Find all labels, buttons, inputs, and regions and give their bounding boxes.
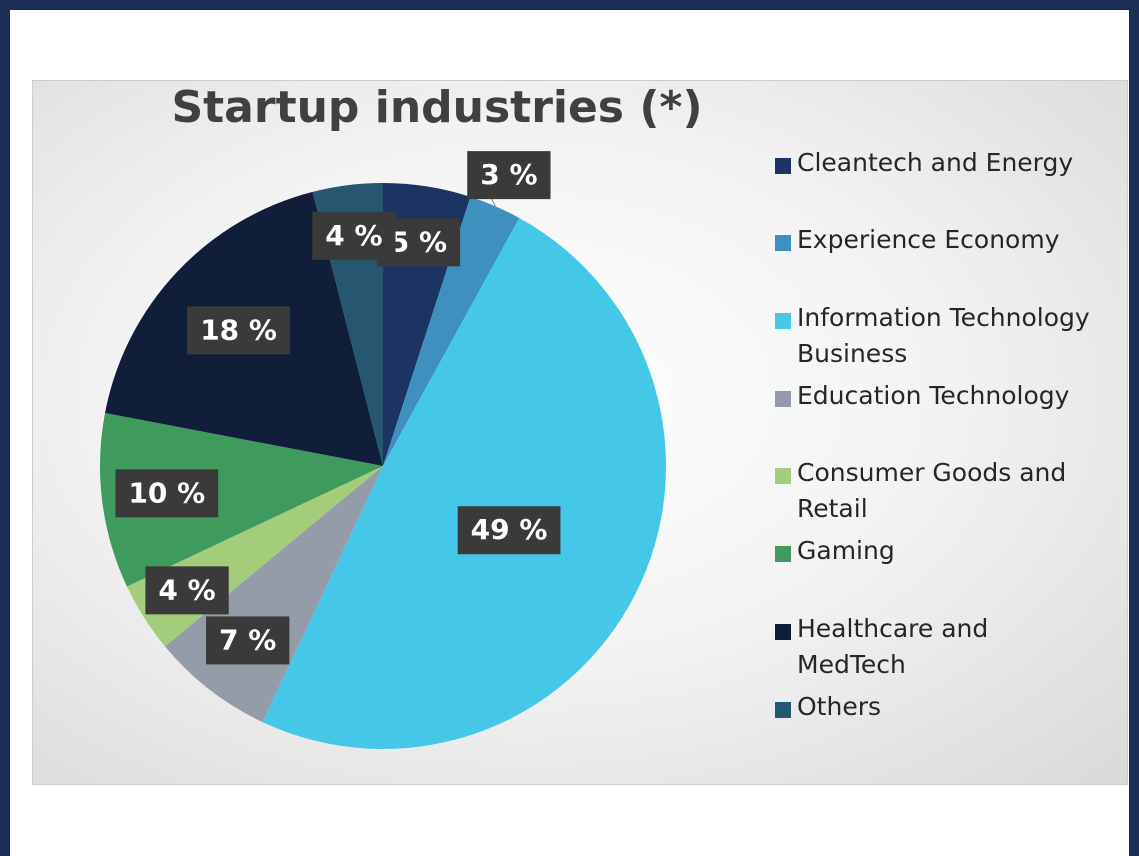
legend-item: Consumer Goods and Retail (775, 455, 1095, 527)
legend-label: Healthcare and MedTech (797, 614, 989, 679)
legend-label: Others (797, 692, 882, 721)
data-label-text: 49 % (471, 513, 548, 546)
pie-slice (100, 412, 384, 587)
pie-slice (262, 218, 666, 749)
legend-swatch (775, 391, 791, 407)
data-label: 4 % (312, 211, 396, 260)
data-label-box (206, 616, 290, 665)
data-label-box (145, 566, 229, 615)
pie-slice (383, 196, 520, 466)
legend-item: Healthcare and MedTech (775, 611, 1095, 683)
data-label-box (187, 306, 290, 355)
chart-title: Startup industries (*) (171, 82, 702, 133)
data-label-box (312, 211, 396, 260)
data-label-text: 18 % (200, 313, 277, 346)
legend-swatch (775, 158, 791, 174)
data-label: 7 % (206, 616, 290, 665)
data-label: 3 % (467, 151, 551, 200)
legend-item: Experience Economy (775, 222, 1060, 258)
data-label-text: 10 % (128, 476, 205, 509)
legend-swatch (775, 624, 791, 640)
data-label: 18 % (187, 306, 290, 355)
legend-swatch (775, 313, 791, 329)
legend-swatch (775, 702, 791, 718)
legend-item: Cleantech and Energy (775, 145, 1073, 181)
legend-item: Information Technology Business (775, 300, 1095, 372)
legend-label: Cleantech and Energy (797, 148, 1074, 177)
data-label: 10 % (115, 469, 219, 518)
legend-label: Gaming (797, 536, 895, 565)
legend-label: Consumer Goods and Retail (797, 458, 1067, 523)
data-label-box (467, 151, 551, 200)
legend-swatch (775, 235, 791, 251)
data-label-text: 7 % (219, 623, 276, 656)
legend-label: Information Technology Business (797, 303, 1090, 368)
legend-label: Experience Economy (797, 225, 1060, 254)
data-label-text: 4 % (158, 573, 215, 606)
legend-item: Others (775, 689, 881, 725)
data-label-text: 3 % (480, 158, 537, 191)
data-label: 49 % (457, 506, 561, 555)
legend-item: Education Technology (775, 378, 1069, 414)
legend-swatch (775, 468, 791, 484)
data-label: 4 % (145, 566, 229, 615)
data-label-text: 5 % (390, 225, 447, 258)
legend-swatch (775, 546, 791, 562)
data-label-text: 4 % (325, 219, 382, 252)
data-label-box (457, 506, 561, 555)
data-label-box (115, 469, 219, 518)
legend-item: Gaming (775, 533, 895, 569)
legend-label: Education Technology (797, 381, 1070, 410)
